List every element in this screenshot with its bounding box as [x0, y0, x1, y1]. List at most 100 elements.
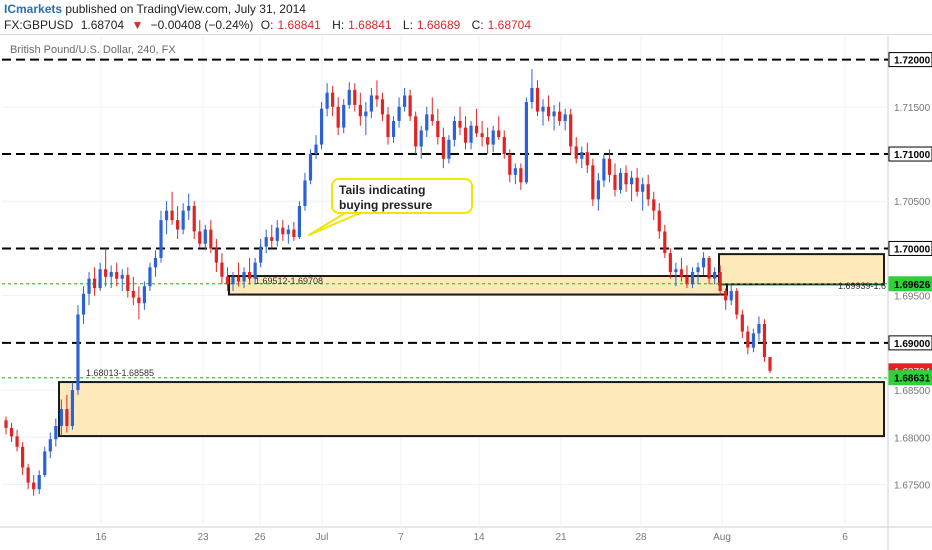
candle[interactable] — [497, 116, 501, 140]
candle[interactable] — [225, 267, 230, 291]
candle[interactable] — [286, 224, 290, 244]
candle[interactable] — [430, 97, 434, 126]
candle[interactable] — [292, 222, 296, 241]
candle[interactable] — [585, 142, 589, 173]
candle[interactable] — [369, 87, 373, 119]
candle[interactable] — [646, 174, 650, 206]
candle[interactable] — [353, 83, 357, 112]
candle[interactable] — [253, 257, 257, 285]
candle[interactable] — [541, 99, 545, 126]
candle[interactable] — [198, 220, 202, 249]
candle[interactable] — [425, 106, 429, 138]
candle[interactable] — [192, 201, 196, 240]
candle[interactable] — [408, 89, 412, 121]
candle[interactable] — [707, 256, 711, 285]
candle[interactable] — [729, 284, 733, 306]
candle[interactable] — [574, 137, 578, 164]
candle[interactable] — [618, 168, 623, 194]
supply-demand-zone[interactable] — [58, 381, 885, 438]
candle[interactable] — [558, 102, 562, 126]
candle[interactable] — [331, 86, 335, 117]
candle[interactable] — [347, 82, 351, 109]
candle[interactable] — [37, 470, 41, 494]
candle[interactable] — [624, 165, 628, 192]
candle[interactable] — [65, 394, 69, 433]
candle[interactable] — [513, 163, 517, 185]
candle[interactable] — [131, 276, 135, 306]
candle[interactable] — [137, 286, 141, 320]
candle[interactable] — [535, 80, 540, 117]
candle[interactable] — [436, 108, 440, 145]
candle[interactable] — [164, 201, 169, 235]
candle[interactable] — [242, 267, 246, 289]
candle[interactable] — [641, 177, 645, 211]
brand-name[interactable]: ICmarkets — [4, 2, 63, 16]
candle[interactable] — [109, 265, 113, 289]
candle[interactable] — [519, 163, 523, 190]
candle[interactable] — [735, 288, 739, 320]
candle[interactable] — [170, 191, 174, 225]
candle[interactable] — [679, 257, 684, 282]
candle[interactable] — [98, 262, 102, 291]
candle[interactable] — [762, 319, 767, 362]
candle[interactable] — [474, 108, 479, 138]
candle[interactable] — [596, 172, 600, 211]
candle[interactable] — [48, 432, 52, 459]
candle[interactable] — [115, 262, 119, 287]
candle[interactable] — [214, 239, 218, 273]
candle[interactable] — [270, 224, 274, 249]
candle[interactable] — [724, 288, 728, 310]
candle[interactable] — [176, 205, 180, 240]
candle[interactable] — [319, 102, 324, 150]
annotation-callout[interactable]: Tails indicating buying pressure — [331, 178, 473, 214]
candle[interactable] — [187, 193, 191, 221]
candle[interactable] — [32, 475, 36, 496]
candle[interactable] — [386, 106, 390, 145]
candle[interactable] — [87, 272, 91, 306]
candle[interactable] — [530, 69, 534, 109]
candle[interactable] — [502, 130, 506, 159]
candle[interactable] — [76, 305, 80, 395]
candle[interactable] — [713, 267, 717, 285]
candle[interactable] — [685, 265, 689, 289]
candle[interactable] — [70, 382, 75, 430]
candle[interactable] — [4, 416, 8, 435]
candle[interactable] — [358, 92, 362, 126]
candle[interactable] — [203, 224, 207, 251]
candle[interactable] — [247, 257, 252, 285]
candle[interactable] — [757, 316, 761, 341]
candle[interactable] — [314, 135, 318, 159]
candle[interactable] — [15, 429, 19, 452]
candle[interactable] — [181, 203, 185, 235]
candle[interactable] — [508, 149, 512, 183]
candle[interactable] — [325, 83, 329, 117]
candle[interactable] — [563, 108, 567, 131]
candle[interactable] — [663, 224, 667, 258]
candle[interactable] — [275, 220, 279, 247]
candle[interactable] — [303, 172, 307, 211]
candle[interactable] — [635, 168, 639, 197]
candle[interactable] — [524, 97, 529, 185]
candle[interactable] — [674, 262, 678, 287]
candle[interactable] — [740, 309, 744, 339]
candle[interactable] — [629, 171, 634, 202]
candle[interactable] — [419, 125, 423, 159]
candle[interactable] — [391, 116, 396, 143]
candle[interactable] — [81, 286, 86, 324]
candle[interactable] — [580, 146, 584, 169]
candle[interactable] — [569, 108, 573, 155]
candle[interactable] — [718, 265, 722, 296]
candle[interactable] — [486, 127, 490, 155]
candle[interactable] — [59, 399, 63, 436]
candle[interactable] — [231, 272, 235, 291]
candle[interactable] — [9, 423, 14, 443]
candle[interactable] — [336, 97, 340, 136]
candle[interactable] — [602, 154, 606, 188]
candle[interactable] — [21, 442, 25, 476]
candle[interactable] — [546, 95, 551, 121]
candle[interactable] — [92, 267, 97, 296]
supply-demand-zone[interactable] — [718, 253, 885, 286]
candle[interactable] — [696, 262, 700, 285]
candle[interactable] — [690, 267, 695, 289]
